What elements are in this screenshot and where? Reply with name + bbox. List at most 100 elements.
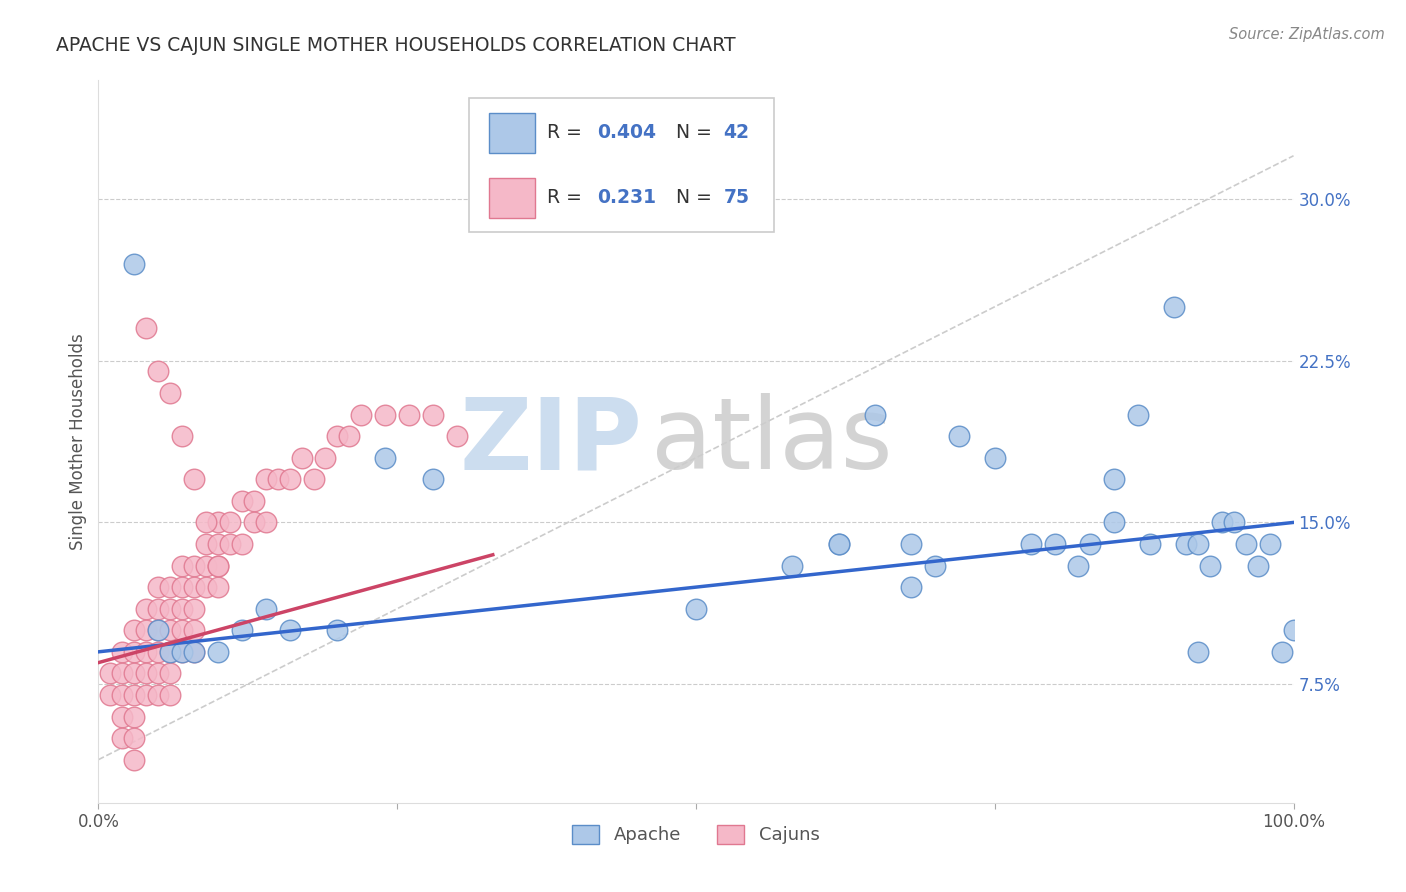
- Point: [111, 645, 134, 659]
- Point: [422, 408, 444, 422]
- Point: [98, 688, 122, 702]
- Point: [98, 666, 122, 681]
- Point: [111, 731, 134, 745]
- Point: [1163, 300, 1185, 314]
- Point: [254, 472, 277, 486]
- Point: [207, 558, 229, 573]
- Point: [900, 537, 922, 551]
- Point: [172, 558, 194, 573]
- Point: [159, 386, 181, 401]
- Point: [135, 645, 157, 659]
- Point: [195, 558, 218, 573]
- Point: [1128, 408, 1150, 422]
- Point: [111, 709, 134, 723]
- Point: [135, 688, 157, 702]
- Point: [195, 580, 218, 594]
- Point: [231, 624, 253, 638]
- Point: [278, 624, 301, 638]
- Point: [326, 429, 349, 443]
- Point: [207, 516, 229, 530]
- Point: [183, 472, 205, 486]
- Point: [124, 624, 146, 638]
- Point: [254, 516, 277, 530]
- Point: [231, 537, 253, 551]
- Point: [172, 429, 194, 443]
- Point: [207, 580, 229, 594]
- Point: [278, 472, 301, 486]
- Point: [446, 429, 468, 443]
- Point: [219, 516, 242, 530]
- Point: [828, 537, 851, 551]
- Point: [948, 429, 970, 443]
- Text: atlas: atlas: [651, 393, 893, 490]
- Point: [243, 516, 266, 530]
- Point: [159, 624, 181, 638]
- Text: R =: R =: [547, 188, 593, 207]
- Text: 0.231: 0.231: [596, 188, 655, 207]
- Point: [135, 321, 157, 335]
- Point: [172, 601, 194, 615]
- Point: [124, 709, 146, 723]
- Text: ZIP: ZIP: [460, 393, 643, 490]
- Point: [148, 666, 170, 681]
- Point: [135, 601, 157, 615]
- FancyBboxPatch shape: [470, 98, 773, 232]
- Point: [1187, 645, 1209, 659]
- Point: [254, 601, 277, 615]
- Point: [984, 450, 1007, 465]
- Point: [1211, 516, 1233, 530]
- Point: [1271, 645, 1294, 659]
- Point: [1234, 537, 1257, 551]
- Point: [1175, 537, 1198, 551]
- Point: [1258, 537, 1281, 551]
- Point: [159, 645, 181, 659]
- Point: [183, 645, 205, 659]
- Point: [339, 429, 361, 443]
- Point: [291, 450, 314, 465]
- Point: [350, 408, 373, 422]
- Point: [685, 601, 707, 615]
- Point: [1282, 624, 1305, 638]
- Point: [195, 516, 218, 530]
- Point: [1104, 516, 1126, 530]
- Point: [195, 537, 218, 551]
- Point: [159, 666, 181, 681]
- Point: [183, 645, 205, 659]
- Text: 42: 42: [724, 123, 749, 142]
- Point: [172, 580, 194, 594]
- Point: [398, 408, 420, 422]
- Legend: Apache, Cajuns: Apache, Cajuns: [565, 818, 827, 852]
- Point: [207, 537, 229, 551]
- Point: [124, 753, 146, 767]
- Point: [1199, 558, 1222, 573]
- Point: [828, 537, 851, 551]
- Point: [124, 666, 146, 681]
- Text: APACHE VS CAJUN SINGLE MOTHER HOUSEHOLDS CORRELATION CHART: APACHE VS CAJUN SINGLE MOTHER HOUSEHOLDS…: [56, 36, 735, 54]
- Point: [315, 450, 337, 465]
- Point: [1247, 558, 1270, 573]
- Point: [183, 580, 205, 594]
- Point: [172, 645, 194, 659]
- Point: [1067, 558, 1090, 573]
- Point: [159, 645, 181, 659]
- Point: [148, 580, 170, 594]
- Point: [148, 364, 170, 378]
- Point: [111, 666, 134, 681]
- Point: [159, 601, 181, 615]
- Point: [780, 558, 803, 573]
- Point: [219, 537, 242, 551]
- Point: [1139, 537, 1161, 551]
- Point: [148, 645, 170, 659]
- Point: [159, 580, 181, 594]
- Point: [183, 624, 205, 638]
- Point: [1080, 537, 1102, 551]
- Point: [183, 601, 205, 615]
- Point: [148, 601, 170, 615]
- Point: [148, 624, 170, 638]
- Point: [326, 624, 349, 638]
- Point: [1187, 537, 1209, 551]
- Point: [148, 624, 170, 638]
- Point: [924, 558, 946, 573]
- Point: [159, 688, 181, 702]
- Point: [207, 558, 229, 573]
